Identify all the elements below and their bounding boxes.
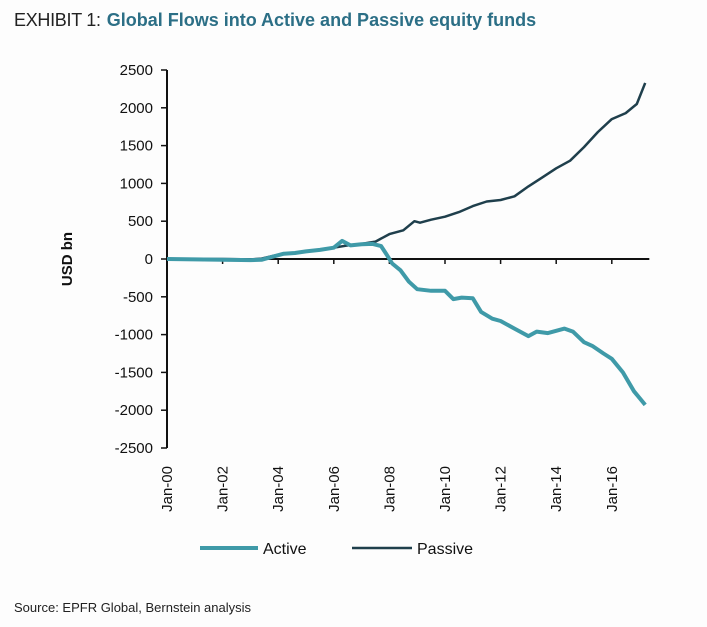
- y-tick-label: -1000: [115, 327, 153, 344]
- x-tick-label: Jan-08: [381, 466, 398, 512]
- y-tick-label: 0: [145, 251, 153, 268]
- x-tick-label: Jan-06: [326, 466, 343, 512]
- x-tick-label: Jan-04: [270, 466, 287, 512]
- series-line-active: [166, 238, 647, 407]
- y-tick-label: -500: [123, 289, 153, 306]
- x-tick-label: Jan-14: [548, 466, 565, 512]
- chart-title: EXHIBIT 1: Global Flows into Active and P…: [14, 10, 536, 31]
- y-tick-label: -2000: [115, 402, 153, 419]
- y-tick-label: 1500: [120, 138, 153, 155]
- y-tick-label: 2000: [120, 100, 153, 117]
- x-tick-label: Jan-12: [493, 466, 510, 512]
- x-tick-label: Jan-00: [159, 466, 176, 512]
- series-line-passive: [167, 82, 647, 261]
- y-tick-label: 2500: [120, 62, 153, 79]
- x-tick-label: Jan-02: [215, 466, 232, 512]
- y-axis-label: USD bn: [59, 232, 76, 286]
- source-note: Source: EPFR Global, Bernstein analysis: [14, 600, 251, 615]
- legend-label-passive: Passive: [417, 541, 473, 558]
- y-tick-label: 500: [128, 213, 153, 230]
- x-tick-label: Jan-10: [437, 466, 454, 512]
- legend-label-active: Active: [263, 541, 307, 558]
- y-tick-label: 1000: [120, 175, 153, 192]
- x-tick-label: Jan-16: [604, 466, 621, 512]
- y-tick-label: -2500: [115, 440, 153, 457]
- title-text: Global Flows into Active and Passive equ…: [106, 10, 537, 30]
- exhibit-label: EXHIBIT 1:: [14, 10, 101, 30]
- y-tick-label: -1500: [115, 364, 153, 381]
